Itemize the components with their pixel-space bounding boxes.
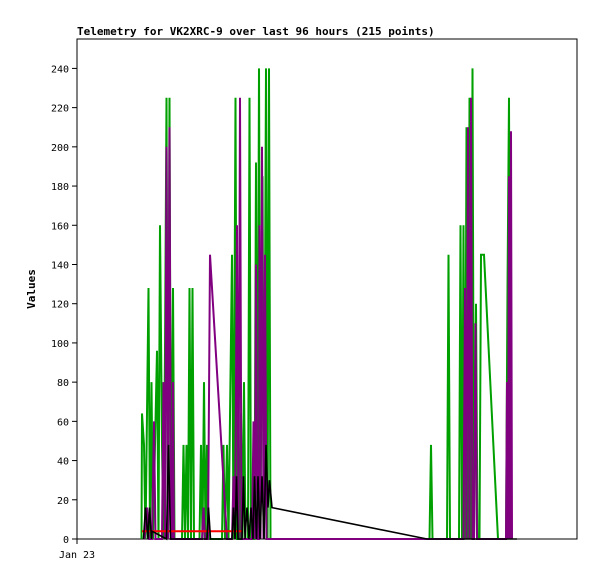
y-tick-label: 40 — [57, 457, 69, 468]
y-tick-label: 20 — [57, 496, 69, 507]
y-tick-label: 200 — [51, 143, 69, 154]
y-tick-label: 60 — [57, 417, 69, 428]
chart-title: Telemetry for VK2XRC-9 over last 96 hour… — [77, 25, 435, 38]
x-axis: Jan 23 — [59, 539, 95, 561]
y-axis: 0 20 40 60 80 100 120 140 160 180 200 220 240 — [51, 64, 77, 546]
y-axis-label: Values — [25, 269, 38, 309]
y-tick-label: 160 — [51, 221, 69, 232]
y-tick-label: 0 — [63, 535, 69, 546]
x-tick-label: Jan 23 — [59, 550, 95, 561]
y-tick-label: 100 — [51, 339, 69, 350]
y-tick-label: 120 — [51, 300, 69, 311]
y-tick-label: 80 — [57, 378, 69, 389]
series-layer — [140, 68, 517, 541]
y-tick-label: 220 — [51, 104, 69, 115]
series-line-4 — [142, 444, 517, 541]
y-tick-label: 180 — [51, 182, 69, 193]
y-tick-label: 240 — [51, 64, 69, 75]
y-tick-label: 140 — [51, 260, 69, 271]
series-line-1 — [140, 68, 512, 540]
